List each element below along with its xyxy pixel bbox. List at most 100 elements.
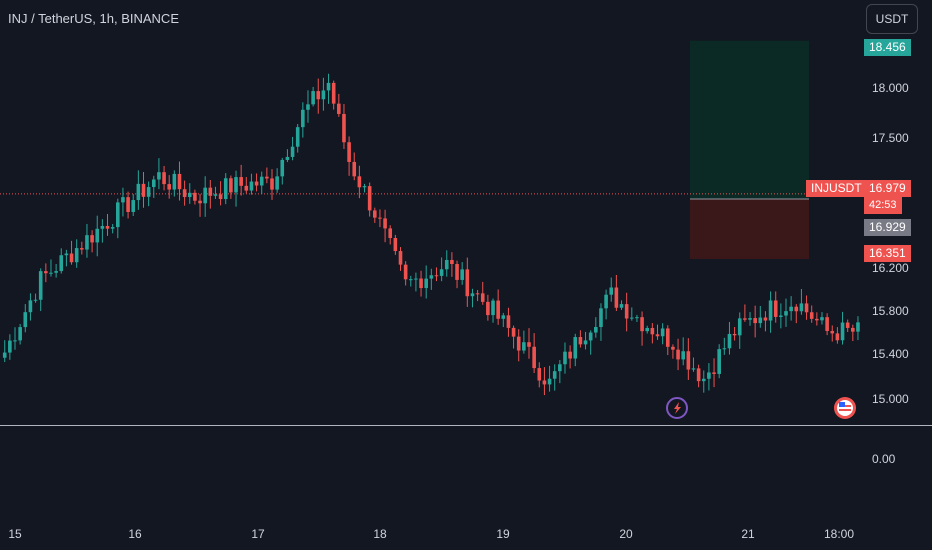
candle-body [136, 183, 141, 201]
candle-body [54, 271, 58, 273]
candle [820, 312, 824, 325]
candle [8, 334, 12, 360]
time-axis-label: 16 [128, 527, 142, 541]
candle [660, 323, 665, 345]
candle [552, 364, 557, 391]
candle [383, 209, 387, 243]
candle-body [74, 248, 79, 263]
currency-selector-button[interactable]: USDT [866, 4, 918, 34]
candle-body [712, 372, 716, 374]
candle-body [167, 184, 171, 190]
candle [311, 86, 315, 107]
candle-body [501, 315, 506, 319]
candle [244, 177, 249, 194]
candle-body [414, 278, 418, 280]
candle [352, 152, 357, 181]
candle [2, 340, 7, 363]
candle [367, 182, 372, 217]
candle-body [727, 333, 732, 349]
candle-body [280, 159, 285, 177]
candle-body [146, 187, 151, 197]
candle-body [737, 318, 742, 336]
price-axis-label: 18.000 [872, 81, 909, 95]
candle [614, 274, 619, 311]
candle [80, 241, 84, 255]
candle [707, 363, 711, 391]
candle-body [681, 351, 685, 360]
candle-body [691, 368, 696, 370]
candle [306, 90, 310, 123]
candle [763, 311, 768, 332]
candle [568, 345, 572, 369]
candle [342, 104, 346, 149]
candle-body [398, 251, 403, 265]
candle-body [511, 327, 516, 337]
candle [38, 268, 43, 312]
candle [840, 311, 845, 345]
us-flag-event-icon[interactable] [834, 397, 856, 419]
candle-body [2, 352, 7, 358]
candle [13, 327, 17, 350]
candle [18, 323, 22, 345]
candle [491, 298, 495, 323]
candle-body [218, 194, 223, 200]
candle-body [686, 351, 691, 370]
candle-body [367, 186, 372, 211]
candle-body [259, 176, 264, 186]
candle [408, 275, 413, 287]
candle-body [784, 311, 788, 316]
candle [558, 360, 562, 384]
candle [830, 325, 835, 342]
stop-zone [690, 199, 809, 259]
candle [681, 337, 685, 366]
candle [501, 312, 506, 328]
candle [85, 223, 89, 258]
candle-body [337, 103, 341, 114]
candle-body [532, 346, 536, 369]
candle [249, 173, 254, 195]
countdown-tag: 42:53 [864, 197, 902, 214]
candle [357, 165, 362, 199]
candle [753, 305, 757, 338]
candle-body [408, 279, 413, 281]
candle-body [326, 82, 331, 91]
time-axis-label: 20 [619, 527, 633, 541]
candle-body [537, 368, 542, 381]
candle-body [429, 275, 434, 279]
candle-body [18, 327, 22, 341]
candle [208, 179, 213, 209]
candle [542, 367, 547, 396]
candle [265, 167, 269, 184]
candle [105, 213, 110, 236]
candle [748, 312, 752, 326]
candle [44, 263, 48, 283]
time-axis-label: 18:00 [823, 527, 855, 541]
candle-body [162, 172, 166, 185]
candle-body [203, 187, 207, 204]
candle [717, 344, 721, 379]
candle-body [640, 317, 644, 332]
candle [167, 175, 171, 199]
price-axis-label: 17.500 [872, 131, 909, 145]
candle [856, 316, 860, 341]
candle-body [151, 179, 156, 188]
candle [203, 176, 207, 217]
candle [157, 158, 161, 190]
candle-body [393, 238, 398, 252]
candle-body [588, 332, 593, 341]
candle-body [249, 181, 254, 191]
candle-body [157, 172, 161, 180]
candle-body [491, 300, 495, 316]
candle [187, 183, 192, 204]
lightning-event-icon[interactable] [666, 397, 688, 419]
candle [789, 296, 793, 321]
candle-body [8, 340, 12, 353]
candle [213, 186, 218, 199]
candle [630, 307, 634, 321]
candle [583, 331, 588, 350]
symbol-tag: INJUSDT [806, 180, 867, 197]
candle [393, 234, 398, 255]
candle-body [660, 328, 665, 337]
candle [594, 317, 598, 338]
